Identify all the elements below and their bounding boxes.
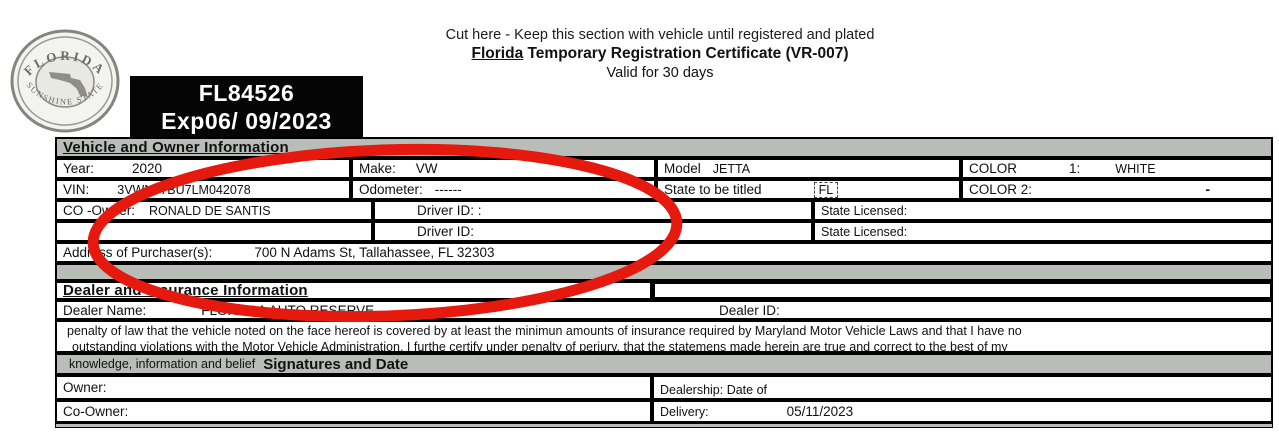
model-cell: Model JETTA: [656, 158, 961, 179]
certification-text-block: penalty of law that the vehicle noted on…: [55, 320, 1273, 354]
driver-id-cell-1: Driver ID: :: [373, 200, 813, 221]
certification-line-3: knowledge, information and belief: [69, 357, 256, 371]
year-label: Year:: [63, 161, 95, 176]
signatures-section-header: knowledge, information and belief Signat…: [55, 353, 1273, 375]
spacer-band: [55, 263, 1273, 281]
dealer-name-label: Dealer Name:: [63, 302, 147, 318]
dealership-date-label: Dealership: Date of: [660, 383, 768, 397]
make-value: VW: [415, 161, 438, 176]
co-owner-label: CO -Owner:: [63, 203, 136, 218]
vehicle-owner-section-title: Vehicle and Owner Information: [63, 139, 289, 156]
vin-value: 3VWN57BU7LM042078: [117, 182, 251, 197]
vin-label: VIN:: [63, 182, 90, 197]
tag-number: FL84526: [198, 80, 295, 106]
color1-cell: COLOR 1: WHITE: [961, 158, 1273, 179]
color1-value: WHITE: [1115, 161, 1156, 176]
dealer-header-empty-box: [652, 281, 1273, 300]
state-licensed-label-1: State Licensed:: [821, 203, 908, 218]
co-owner-empty-cell: [55, 221, 373, 242]
odometer-cell: Odometer: ------: [351, 179, 656, 200]
model-label: Model: [664, 161, 701, 176]
dealer-name-cell: Dealer Name: FLORODA AUTO RESERVE Dealer…: [55, 300, 1273, 320]
delivery-label: Delivery:: [660, 404, 709, 419]
odometer-label: Odometer:: [359, 182, 423, 197]
florida-map-icon: [49, 72, 88, 98]
dealer-section-header: Dealer and Insurance Information: [55, 281, 652, 300]
driver-id-label-1: Driver ID: :: [417, 203, 482, 218]
year-cell: Year: 2020: [55, 158, 351, 179]
driver-id-cell-2: Driver ID:: [373, 221, 813, 242]
temporary-tag-box: FL84526 Exp06/ 09/2023: [130, 76, 363, 137]
address-value: 700 N Adams St, Tallahassee, FL 32303: [254, 245, 495, 260]
florida-seal-icon: FLORIDA SUNSHINE STATE: [10, 29, 120, 133]
document-header: Cut here - Keep this section with vehicl…: [330, 27, 990, 81]
state-licensed-cell-2: State Licensed:: [813, 221, 1273, 242]
state-licensed-cell-1: State Licensed:: [813, 200, 1273, 221]
co-owner-cell: CO -Owner: RONALD DE SANTIS: [55, 200, 373, 221]
dealer-id-label: Dealer ID:: [719, 302, 780, 318]
color1-index: 1:: [1069, 161, 1081, 176]
make-cell: Make: VW: [351, 158, 656, 179]
address-label: Address of Purchaser(s):: [63, 245, 213, 260]
vin-cell: VIN: 3VWN57BU7LM042078: [55, 179, 351, 200]
make-label: Make:: [359, 161, 396, 176]
dealership-date-cell: Dealership: Date of: [652, 375, 1273, 400]
owner-label: Owner:: [63, 380, 107, 395]
co-owner-signature-cell: Co-Owner:: [55, 400, 652, 423]
certification-line-2: outstanding violations with the Motor Ve…: [72, 340, 1008, 354]
color1-label: COLOR: [969, 161, 1018, 176]
address-cell: Address of Purchaser(s): 700 N Adams St,…: [55, 242, 1273, 263]
registration-form-table: Vehicle and Owner Information Year: 2020…: [55, 137, 1273, 428]
driver-id-label-2: Driver ID:: [417, 224, 474, 239]
color2-value: -: [1205, 182, 1211, 197]
signatures-title: Signatures and Date: [263, 355, 409, 373]
color2-label: COLOR 2:: [969, 182, 1033, 197]
dealer-name-value: FLORODA AUTO RESERVE: [201, 302, 375, 318]
model-value: JETTA: [712, 161, 751, 176]
delivery-date-cell: Delivery: 05/11/2023: [652, 400, 1273, 423]
validity-text: Valid for 30 days: [606, 65, 714, 81]
odometer-value: ------: [434, 182, 462, 197]
delivery-date-value: 05/11/2023: [786, 404, 854, 419]
year-value: 2020: [132, 161, 163, 176]
co-owner-signature-label: Co-Owner:: [63, 404, 129, 419]
cut-here-instruction: Cut here - Keep this section with vehicl…: [445, 27, 875, 43]
co-owner-value: RONALD DE SANTIS: [149, 203, 271, 218]
state-titled-label: State to be titled: [664, 182, 762, 197]
state-titled-value: FL: [813, 181, 839, 198]
document-title: Florida Temporary Registration Certifica…: [330, 45, 990, 63]
state-titled-cell: State to be titled FL: [656, 179, 961, 200]
tag-expiration: Exp06/ 09/2023: [161, 108, 332, 134]
vehicle-owner-section-header: Vehicle and Owner Information: [55, 137, 1273, 158]
bottom-strip: [55, 423, 1273, 428]
state-licensed-label-2: State Licensed:: [821, 224, 908, 239]
dealer-section-title: Dealer and Insurance Information: [63, 282, 308, 299]
certification-line-1: penalty of law that the vehicle noted on…: [67, 324, 1022, 338]
color2-cell: COLOR 2: -: [961, 179, 1273, 200]
title-rest: Temporary Registration Certificate (VR-0…: [523, 45, 849, 62]
title-state: Florida: [471, 45, 524, 62]
owner-signature-cell: Owner:: [55, 375, 652, 400]
